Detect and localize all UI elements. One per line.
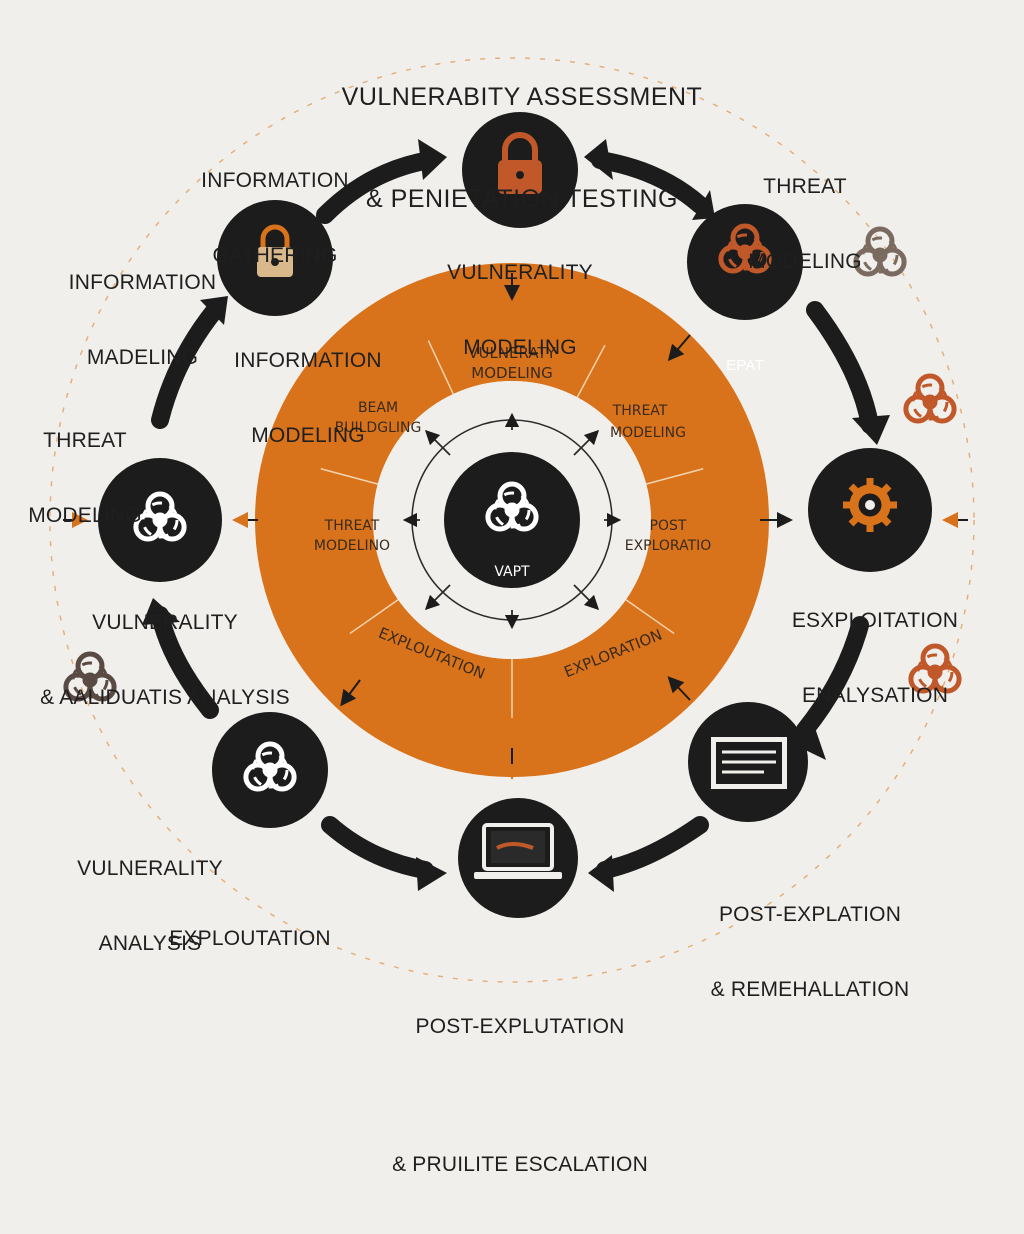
cycle-arrowheads: [142, 139, 890, 892]
label-vulnerability-analysis-bottom-left: VULNERALITY ANALYSIS: [65, 806, 235, 981]
ring-seg-1: THREAT: [612, 403, 668, 419]
padlock-icon: [498, 132, 542, 194]
text: ENALYSATION: [801, 684, 949, 707]
node-bottom[interactable]: [458, 798, 578, 918]
text: INFORMATION: [68, 271, 217, 294]
text: EPAT: [726, 357, 764, 374]
ring-seg-5: THREAT: [324, 518, 380, 534]
node-upper-right[interactable]: [687, 204, 803, 320]
title-line1: VULNERABITY ASSESSMENT: [341, 83, 703, 111]
node-right[interactable]: [808, 448, 932, 572]
ring-seg-0: VULNERATY: [468, 344, 556, 362]
ring-seg-6b: BUILDGLING: [335, 420, 422, 436]
label-information-modeling-left: INFORMATION MADELING: [55, 220, 230, 395]
laptop-icon: [474, 823, 562, 879]
ring-seg-6: BEAM: [358, 400, 398, 416]
ring-seg-5b: MODELINO: [314, 538, 390, 554]
page-title: VULNERABITY ASSESSMENT & PENIETATION TES…: [262, 12, 782, 250]
label-threat-modeling-left: THREAT MODELING: [10, 378, 160, 553]
label-post-exploitation-bottom: POST-EXPLUTATION & PRUILITE ESCALATION: [350, 912, 690, 1234]
label-information-modeling-inner: INFORMATION MODELING: [208, 298, 408, 473]
biohazard-icon: [906, 376, 954, 421]
text: THREAT: [763, 175, 847, 198]
text: VULNERALITY: [77, 857, 223, 880]
text: GATHERING: [212, 244, 338, 267]
text: THREAT: [43, 429, 127, 452]
text: VULNERALITY: [447, 261, 593, 284]
text: EXPLOUTATION: [169, 927, 331, 950]
vapt-cycle-diagram: VULNERATY MODELING THREAT MODELING POST …: [49, 57, 975, 983]
ring-seg-0b: MODELING: [471, 364, 552, 382]
text: & AALIDUATIS ANALYSIS: [40, 686, 290, 709]
ring-seg-1b: MODELING: [610, 425, 686, 441]
text: MADELING: [86, 346, 199, 369]
node-top[interactable]: [462, 112, 578, 228]
text: POST-EXPLUTATION: [415, 1015, 625, 1038]
label-threat-modeling-top-right: THREAT MODELING: [720, 124, 890, 299]
node-upper-left[interactable]: [217, 200, 333, 316]
text: INFORMATION: [201, 169, 349, 192]
padlock-icon: [257, 224, 293, 277]
node-left[interactable]: [98, 458, 222, 582]
inner-diagonal-arrows: [402, 412, 622, 630]
gear-icon: [843, 478, 897, 532]
label-node-top: VULNERALITY MODELING: [420, 210, 620, 385]
center-label: VAPT: [494, 564, 530, 580]
ring-seg-2b: EXPLORATIO: [625, 538, 712, 554]
outer-dashed-ring: [49, 57, 975, 983]
text: ESXPLOITATION: [791, 609, 959, 632]
center-node: VAPT: [444, 452, 580, 588]
node-lower-left[interactable]: [212, 712, 328, 828]
label-exploitation-bottom-left: EXPLOUTATION: [150, 876, 350, 976]
text: ANALYSIS: [98, 932, 202, 955]
label-exploitation-right: ESXPLOITATION ENALYSATION: [775, 558, 975, 733]
document-icon: [711, 737, 787, 789]
ring-seg-2: POST: [650, 518, 687, 534]
title-line2: & PENIETATION TESTING: [366, 185, 678, 213]
text: MODELING: [251, 424, 365, 447]
text: & REMEHALLATION: [710, 978, 910, 1001]
text: MODELING: [463, 336, 577, 359]
text: & PRUILITE ESCALATION: [392, 1153, 648, 1176]
label-vulnerability-analysis-left: VULNERALITY & AALIDUATIS ANALYSIS: [20, 560, 310, 735]
text: INFORMATION: [234, 349, 382, 372]
text: POST-EXPLATION: [718, 903, 902, 926]
text: VULNERALITY: [92, 611, 238, 634]
label-node-upper-right: EPAT: [705, 303, 785, 403]
label-information-gathering: INFORMATION GATHERING: [170, 118, 380, 293]
connector-arrows: [63, 273, 968, 780]
node-lower-right[interactable]: [688, 702, 808, 822]
text: MODELING: [28, 504, 142, 527]
label-post-exploitation-bottom-right: POST-EXPLATION & REMEHALLATION: [690, 852, 930, 1027]
text: MODELING: [748, 250, 862, 273]
cycle-arrows: [151, 151, 879, 879]
